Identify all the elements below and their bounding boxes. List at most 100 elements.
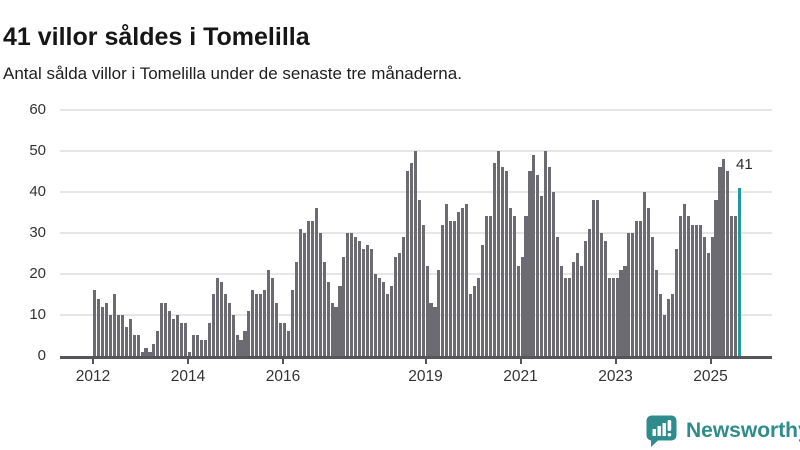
bar xyxy=(211,294,215,356)
bar xyxy=(290,290,294,356)
page-title: 41 villor såldes i Tomelilla xyxy=(3,22,310,51)
x-axis-tick xyxy=(519,359,522,364)
bar xyxy=(469,294,473,356)
bar xyxy=(279,323,283,356)
bar xyxy=(504,171,508,356)
bar xyxy=(354,236,358,356)
bar xyxy=(199,339,203,356)
bar xyxy=(516,265,520,356)
bar xyxy=(659,294,663,356)
gridline-y60 xyxy=(60,108,772,111)
bar xyxy=(286,331,291,356)
bar xyxy=(437,269,441,356)
bar xyxy=(275,302,279,356)
bar xyxy=(267,269,271,356)
bar xyxy=(706,253,710,356)
bar xyxy=(247,310,251,356)
highlighted-bar xyxy=(738,187,742,356)
bar xyxy=(461,208,465,356)
bar xyxy=(496,150,500,356)
bar xyxy=(116,314,120,356)
bar xyxy=(144,347,148,356)
bar xyxy=(243,331,247,356)
bar xyxy=(378,278,382,356)
bar xyxy=(421,224,425,356)
bar xyxy=(148,351,152,356)
bar xyxy=(484,216,488,356)
bar xyxy=(239,339,243,356)
bar xyxy=(476,278,481,356)
bar xyxy=(457,212,461,356)
y-axis-label: 50 xyxy=(29,141,46,159)
bar xyxy=(480,245,485,356)
chart-subtitle: Antal sålda villor i Tomelilla under de … xyxy=(3,64,462,83)
bar xyxy=(184,323,188,356)
bar xyxy=(338,286,342,356)
bar xyxy=(302,232,306,356)
bar xyxy=(108,314,112,356)
bar xyxy=(168,310,172,356)
bar xyxy=(508,208,512,356)
bar xyxy=(417,200,421,356)
bar xyxy=(568,278,572,356)
bar xyxy=(429,302,433,356)
bar xyxy=(156,331,160,356)
y-axis-label: 10 xyxy=(29,305,46,323)
bar xyxy=(136,335,140,356)
bar xyxy=(93,290,97,356)
bar xyxy=(294,261,298,356)
x-axis-tick xyxy=(92,359,94,364)
bar xyxy=(698,224,702,356)
y-axis-label: 0 xyxy=(37,347,46,364)
bar xyxy=(314,208,318,356)
bar xyxy=(180,323,184,356)
x-axis-tick xyxy=(282,359,284,364)
bar xyxy=(615,278,619,356)
bar xyxy=(358,241,362,356)
bar xyxy=(488,216,492,356)
bar xyxy=(670,294,675,356)
bar xyxy=(334,306,338,356)
bar xyxy=(639,220,643,356)
bar xyxy=(405,171,409,356)
bar xyxy=(722,158,726,356)
bar xyxy=(643,191,647,356)
bar xyxy=(734,216,738,356)
bar xyxy=(694,224,698,356)
bar xyxy=(215,278,219,356)
bar xyxy=(370,249,374,356)
bar xyxy=(104,302,108,356)
bar xyxy=(710,236,714,356)
bar xyxy=(583,241,587,356)
bar xyxy=(124,327,128,356)
bar xyxy=(326,282,330,356)
bar xyxy=(627,232,631,356)
bar xyxy=(682,204,686,356)
bar xyxy=(128,319,132,356)
bar xyxy=(666,298,671,356)
bar xyxy=(718,167,722,356)
bar xyxy=(231,314,235,356)
bar xyxy=(96,298,101,356)
newsworthy-logo[interactable]: Newsworthy xyxy=(644,413,800,448)
bar xyxy=(362,249,366,356)
x-axis-label: 2014 xyxy=(170,368,206,385)
bar xyxy=(306,220,310,356)
bar xyxy=(385,294,390,356)
bar xyxy=(647,208,651,356)
bar xyxy=(112,294,116,356)
bar xyxy=(445,204,449,356)
bar xyxy=(730,216,734,356)
x-axis-tick xyxy=(614,359,617,364)
bar xyxy=(160,302,164,356)
bar xyxy=(540,195,544,356)
bar xyxy=(409,163,413,356)
x-axis-label: 2012 xyxy=(75,368,111,385)
bar xyxy=(413,150,417,356)
bar xyxy=(623,265,627,356)
newsworthy-bubble-chart-icon xyxy=(644,413,679,448)
bar xyxy=(298,228,302,356)
bar xyxy=(401,236,405,356)
bar xyxy=(322,261,326,356)
